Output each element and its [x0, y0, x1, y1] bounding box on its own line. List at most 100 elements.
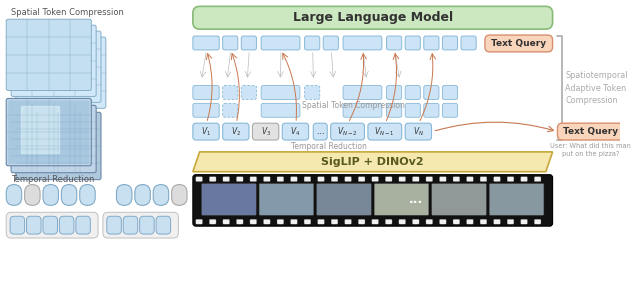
- FancyBboxPatch shape: [372, 177, 378, 182]
- FancyBboxPatch shape: [193, 6, 552, 29]
- Polygon shape: [20, 106, 60, 153]
- Text: Spatiotemporal
Adaptive Token
Compression: Spatiotemporal Adaptive Token Compressio…: [565, 71, 628, 105]
- FancyBboxPatch shape: [304, 219, 311, 224]
- Text: Temporal Reduction: Temporal Reduction: [11, 175, 95, 184]
- FancyBboxPatch shape: [507, 219, 514, 224]
- FancyBboxPatch shape: [453, 177, 460, 182]
- FancyBboxPatch shape: [485, 35, 552, 52]
- FancyBboxPatch shape: [241, 85, 257, 99]
- FancyBboxPatch shape: [140, 216, 154, 234]
- FancyBboxPatch shape: [24, 185, 40, 205]
- FancyBboxPatch shape: [358, 219, 365, 224]
- FancyBboxPatch shape: [467, 219, 474, 224]
- FancyBboxPatch shape: [358, 177, 365, 182]
- FancyBboxPatch shape: [223, 36, 238, 50]
- FancyBboxPatch shape: [343, 36, 382, 50]
- FancyBboxPatch shape: [424, 85, 439, 99]
- FancyBboxPatch shape: [103, 212, 179, 238]
- FancyBboxPatch shape: [8, 100, 90, 164]
- Text: Text Query: Text Query: [563, 127, 618, 136]
- FancyBboxPatch shape: [461, 36, 476, 50]
- FancyBboxPatch shape: [60, 216, 74, 234]
- FancyBboxPatch shape: [405, 123, 431, 140]
- Text: $V_3$: $V_3$: [260, 125, 271, 138]
- FancyBboxPatch shape: [345, 177, 351, 182]
- FancyBboxPatch shape: [264, 177, 270, 182]
- FancyBboxPatch shape: [385, 177, 392, 182]
- FancyBboxPatch shape: [16, 31, 101, 102]
- FancyBboxPatch shape: [250, 177, 257, 182]
- FancyBboxPatch shape: [43, 185, 58, 205]
- FancyBboxPatch shape: [331, 219, 338, 224]
- FancyBboxPatch shape: [480, 219, 487, 224]
- FancyBboxPatch shape: [264, 219, 270, 224]
- FancyBboxPatch shape: [323, 36, 339, 50]
- FancyBboxPatch shape: [317, 184, 371, 215]
- FancyBboxPatch shape: [291, 219, 298, 224]
- FancyBboxPatch shape: [534, 219, 541, 224]
- FancyBboxPatch shape: [6, 19, 92, 91]
- FancyBboxPatch shape: [61, 185, 77, 205]
- FancyBboxPatch shape: [76, 216, 90, 234]
- FancyBboxPatch shape: [387, 103, 402, 117]
- FancyBboxPatch shape: [223, 103, 238, 117]
- FancyBboxPatch shape: [209, 177, 216, 182]
- FancyBboxPatch shape: [6, 185, 22, 205]
- FancyBboxPatch shape: [424, 36, 439, 50]
- FancyBboxPatch shape: [252, 123, 279, 140]
- FancyBboxPatch shape: [493, 219, 500, 224]
- FancyBboxPatch shape: [259, 184, 314, 215]
- FancyBboxPatch shape: [6, 98, 92, 166]
- FancyBboxPatch shape: [261, 103, 300, 117]
- FancyBboxPatch shape: [196, 219, 202, 224]
- FancyBboxPatch shape: [442, 85, 458, 99]
- FancyBboxPatch shape: [80, 185, 95, 205]
- FancyBboxPatch shape: [405, 103, 420, 117]
- Text: Temporal Reduction: Temporal Reduction: [291, 142, 367, 151]
- FancyBboxPatch shape: [385, 219, 392, 224]
- FancyBboxPatch shape: [10, 216, 24, 234]
- FancyBboxPatch shape: [116, 185, 132, 205]
- FancyBboxPatch shape: [277, 219, 284, 224]
- FancyBboxPatch shape: [331, 177, 338, 182]
- FancyBboxPatch shape: [331, 123, 364, 140]
- Text: Text Query: Text Query: [491, 39, 547, 48]
- FancyBboxPatch shape: [202, 184, 256, 215]
- FancyBboxPatch shape: [16, 112, 101, 180]
- FancyBboxPatch shape: [368, 123, 402, 140]
- FancyBboxPatch shape: [374, 184, 429, 215]
- FancyBboxPatch shape: [432, 184, 486, 215]
- FancyBboxPatch shape: [489, 184, 544, 215]
- FancyBboxPatch shape: [196, 177, 202, 182]
- FancyBboxPatch shape: [107, 216, 122, 234]
- Text: $V_{N-2}$: $V_{N-2}$: [337, 125, 358, 138]
- FancyBboxPatch shape: [424, 103, 439, 117]
- FancyBboxPatch shape: [153, 185, 169, 205]
- Text: Spatial Token Compression: Spatial Token Compression: [11, 8, 124, 17]
- FancyBboxPatch shape: [405, 85, 420, 99]
- FancyBboxPatch shape: [6, 212, 98, 238]
- FancyBboxPatch shape: [236, 219, 243, 224]
- FancyBboxPatch shape: [534, 177, 541, 182]
- FancyBboxPatch shape: [250, 219, 257, 224]
- FancyBboxPatch shape: [209, 219, 216, 224]
- Text: $V_2$: $V_2$: [231, 125, 241, 138]
- FancyBboxPatch shape: [412, 219, 419, 224]
- FancyBboxPatch shape: [277, 177, 284, 182]
- FancyBboxPatch shape: [304, 177, 311, 182]
- FancyBboxPatch shape: [172, 185, 187, 205]
- Text: User: What did this man
put on the pizza?: User: What did this man put on the pizza…: [550, 143, 631, 157]
- FancyBboxPatch shape: [43, 216, 58, 234]
- FancyBboxPatch shape: [343, 103, 382, 117]
- FancyBboxPatch shape: [426, 177, 433, 182]
- FancyBboxPatch shape: [387, 36, 402, 50]
- FancyBboxPatch shape: [442, 36, 458, 50]
- Text: $V_1$: $V_1$: [201, 125, 211, 138]
- FancyBboxPatch shape: [521, 177, 527, 182]
- FancyBboxPatch shape: [193, 175, 552, 226]
- FancyBboxPatch shape: [442, 103, 458, 117]
- FancyBboxPatch shape: [241, 36, 257, 50]
- FancyBboxPatch shape: [156, 216, 171, 234]
- FancyBboxPatch shape: [193, 36, 220, 50]
- FancyBboxPatch shape: [440, 219, 446, 224]
